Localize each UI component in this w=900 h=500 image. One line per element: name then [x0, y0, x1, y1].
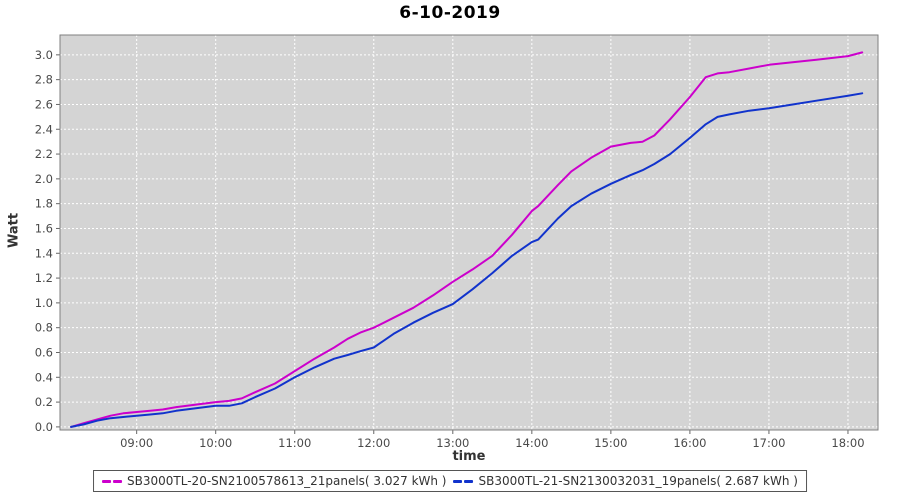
x-tick-label: 15:00 [594, 436, 627, 450]
x-tick-label: 18:00 [831, 436, 864, 450]
legend-label-series-1: SB3000TL-21-SN2130032031_19panels( 2.687… [478, 474, 798, 488]
plot-border [59, 34, 879, 431]
y-tick-label: 2.0 [35, 172, 53, 186]
legend: SB3000TL-20-SN2100578613_21panels( 3.027… [93, 470, 807, 492]
y-tick-label: 0.2 [35, 395, 53, 409]
series-0-line-swatch-icon [102, 479, 123, 483]
y-tick-label: 0.8 [35, 321, 53, 335]
x-tick-label: 16:00 [673, 436, 706, 450]
legend-item-series-0: SB3000TL-20-SN2100578613_21panels( 3.027… [102, 474, 447, 488]
x-tick-label: 09:00 [120, 436, 153, 450]
y-tick-label: 1.8 [35, 197, 53, 211]
series-line-0 [70, 51, 864, 428]
y-tick-label: 0.6 [35, 345, 53, 359]
x-axis-title: time [452, 449, 486, 464]
plot-background [60, 35, 878, 430]
y-axis-title: Watt [6, 212, 22, 249]
x-tick-label: 12:00 [357, 436, 390, 450]
x-tick-label: 14:00 [515, 436, 548, 450]
y-tick-label: 1.0 [35, 296, 53, 310]
y-tick-label: 3.0 [35, 48, 53, 62]
y-tick-label: 2.6 [35, 97, 53, 111]
y-tick-label: 2.4 [35, 122, 53, 136]
y-tick-label: 0.4 [35, 370, 53, 384]
series-line-1 [70, 92, 864, 428]
plot-canvas: 0.0 0.2 0.4 0.6 0.8 1.0 1.2 1.4 1.6 1.8 2.0 2.2 2.4 2… [35, 34, 879, 450]
legend-label-series-0: SB3000TL-20-SN2100578613_21panels( 3.027… [127, 474, 447, 488]
x-tick-label: 10:00 [199, 436, 232, 450]
chart-title: 6-10-2019 [399, 3, 501, 23]
y-tick-label: 2.8 [35, 73, 53, 87]
y-tick-label: 1.4 [35, 246, 53, 260]
y-tick-label: 0.0 [35, 420, 53, 434]
x-tick-label: 11:00 [278, 436, 311, 450]
series-1-line-swatch-icon [453, 479, 474, 483]
x-tick-label: 13:00 [436, 436, 469, 450]
y-tick-label: 2.2 [35, 147, 53, 161]
y-tick-label: 1.6 [35, 221, 53, 235]
y-tick-label: 1.2 [35, 271, 53, 285]
x-tick-label: 17:00 [752, 436, 785, 450]
legend-item-series-1: SB3000TL-21-SN2130032031_19panels( 2.687… [453, 474, 798, 488]
